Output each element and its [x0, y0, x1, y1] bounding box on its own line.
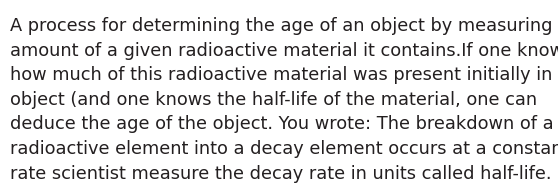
- Text: rate scientist measure the decay rate in units called half-life.: rate scientist measure the decay rate in…: [10, 165, 551, 183]
- Text: amount of a given radioactive material it contains.If one knows: amount of a given radioactive material i…: [10, 42, 558, 60]
- Text: how much of this radioactive material was present initially in the: how much of this radioactive material wa…: [10, 66, 558, 84]
- Text: object (and one knows the half-life of the material, one can: object (and one knows the half-life of t…: [10, 91, 537, 109]
- Text: radioactive element into a decay element occurs at a constant: radioactive element into a decay element…: [10, 140, 558, 158]
- Text: A process for determining the age of an object by measuring the: A process for determining the age of an …: [10, 17, 558, 35]
- Text: deduce the age of the object. You wrote: The breakdown of a: deduce the age of the object. You wrote:…: [10, 115, 554, 133]
